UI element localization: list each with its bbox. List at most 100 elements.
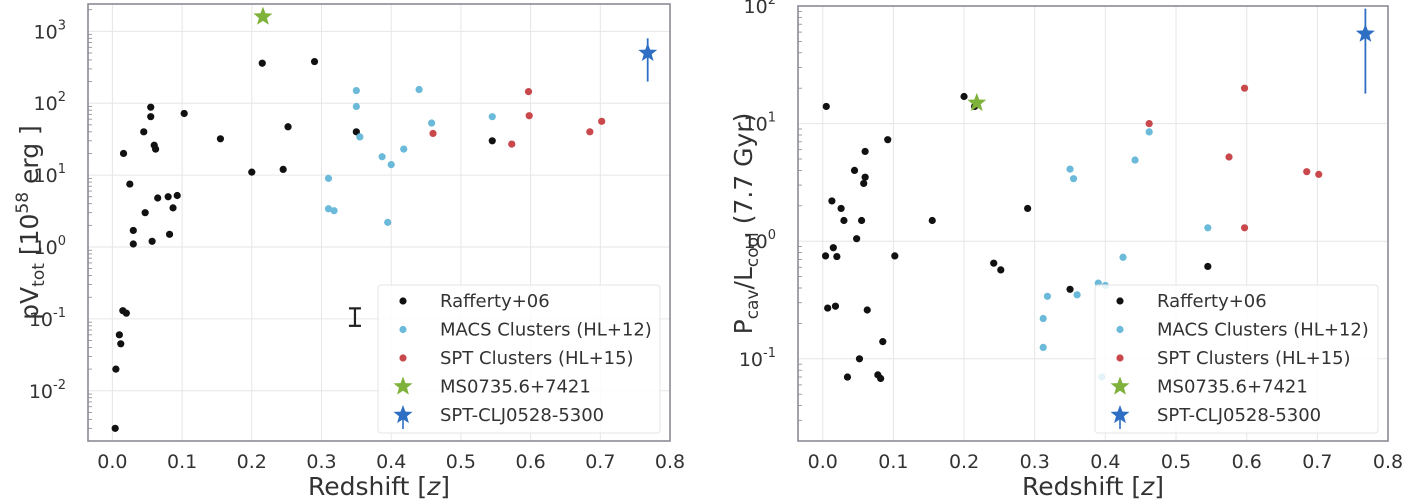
- data-point: [822, 102, 830, 111]
- y-axis-label: pVtot [1058 erg ]: [13, 125, 49, 320]
- series-spt-clusters-hl-15-: [429, 88, 606, 148]
- data-point: [164, 193, 172, 201]
- legend-label: MACS Clusters (HL+12): [1157, 320, 1369, 341]
- data-point: [829, 244, 837, 252]
- x-tick-label: 0.8: [1373, 451, 1403, 473]
- data-point: [1240, 84, 1249, 92]
- x-tick-label: 0.7: [1302, 451, 1332, 473]
- series-spt-clj0528-5300: [638, 38, 658, 82]
- data-point: [837, 204, 845, 213]
- data-point: [853, 235, 861, 243]
- legend: Rafferty+06 MACS Clusters (HL+12) SPT Clus…: [1094, 284, 1379, 434]
- x-tick-label: 0.4: [376, 451, 406, 473]
- data-point: [1119, 253, 1127, 261]
- y-tick-label: 100: [34, 234, 66, 259]
- data-point: [840, 216, 848, 225]
- data-point: [824, 304, 832, 312]
- data-point: [508, 140, 516, 148]
- data-point: [352, 128, 360, 136]
- y-tick-label: 101: [744, 111, 776, 136]
- data-point: [1039, 343, 1047, 352]
- legend-label: SPT-CLJ0528-5300: [1157, 405, 1321, 426]
- data-point: [129, 226, 137, 235]
- legend-marker-star: [1110, 376, 1130, 395]
- right-chart-panel: 0.0 0.1 0.2 0.3 0.4 0.5 0.6 0.7 0.8 10-1 100 101 102…: [729, 0, 1403, 499]
- x-tick-label: 0.7: [585, 451, 615, 473]
- y-tick-label: 102: [744, 0, 776, 18]
- x-tick-label: 0.6: [1232, 451, 1262, 473]
- data-point: [877, 374, 885, 383]
- y-tick-label: 102: [34, 90, 66, 115]
- data-point: [1303, 168, 1311, 176]
- legend-box: [1094, 284, 1379, 434]
- x-tick-label: 0.5: [1161, 451, 1191, 473]
- legend-marker-star: [393, 376, 413, 395]
- data-point: [850, 166, 859, 174]
- data-point: [284, 123, 292, 131]
- legend-marker: [1116, 325, 1124, 334]
- legend-label: SPT Clusters (HL+15): [1157, 348, 1351, 369]
- x-axis-label: Redshift [z]: [1022, 472, 1164, 499]
- data-point: [165, 230, 174, 238]
- data-point: [258, 59, 266, 67]
- y-tick-label: 101: [34, 162, 66, 187]
- legend-marker-star: [1110, 405, 1130, 424]
- data-point-star: [253, 6, 273, 25]
- series-spt-clusters-hl-15-: [1145, 84, 1323, 232]
- data-point: [154, 194, 162, 202]
- legend-marker: [399, 297, 407, 305]
- x-tick-label: 0.2: [949, 451, 979, 473]
- data-point: [861, 147, 869, 156]
- data-point: [429, 129, 437, 138]
- data-point: [180, 109, 188, 118]
- plot-frame: [797, 5, 1389, 442]
- data-point: [248, 168, 256, 176]
- data-point: [147, 103, 155, 111]
- data-point-star: [1355, 23, 1375, 42]
- legend-label: MS0735.6+7421: [440, 377, 591, 398]
- data-point: [525, 112, 533, 120]
- data-point: [1145, 120, 1153, 128]
- legend-marker: [399, 354, 407, 362]
- data-point: [324, 205, 333, 213]
- data-point: [1073, 291, 1081, 299]
- legend-label: SPT-CLJ0528-5300: [440, 405, 604, 426]
- data-point: [861, 173, 869, 181]
- legend-label: MS0735.6+7421: [1157, 377, 1308, 398]
- data-point: [115, 331, 123, 339]
- data-point: [324, 174, 333, 182]
- data-point: [1069, 175, 1078, 183]
- series-rafferty-06: [821, 92, 1212, 383]
- data-point: [828, 197, 836, 205]
- data-point: [147, 113, 155, 121]
- data-point-star: [967, 92, 987, 111]
- x-tick-label: 0.3: [1020, 451, 1050, 473]
- data-point: [488, 137, 496, 145]
- legend-marker: [399, 325, 407, 334]
- data-point: [1066, 285, 1074, 293]
- x-tick-label: 0.2: [237, 451, 267, 473]
- plot-frame: [87, 3, 671, 442]
- data-point: [863, 306, 871, 314]
- data-point: [586, 128, 594, 136]
- x-tick-label: 0.4: [1090, 451, 1120, 473]
- data-point: [119, 149, 128, 158]
- data-point: [129, 240, 137, 248]
- x-tick-label: 0.5: [446, 451, 476, 473]
- y-tick-label: 103: [34, 18, 66, 43]
- x-tick-label: 0.3: [306, 451, 336, 473]
- data-point: [1204, 224, 1212, 232]
- data-point: [833, 252, 841, 261]
- data-point: [126, 180, 134, 188]
- x-tick-label: 0.1: [167, 451, 197, 473]
- data-point: [428, 119, 436, 127]
- y-tick-label: 10-1: [29, 306, 66, 331]
- data-point: [891, 252, 899, 260]
- legend-box: [377, 284, 661, 434]
- data-point: [1145, 128, 1153, 136]
- data-point: [310, 57, 319, 66]
- data-point: [400, 145, 408, 153]
- data-point: [860, 179, 868, 188]
- data-point: [1315, 170, 1323, 178]
